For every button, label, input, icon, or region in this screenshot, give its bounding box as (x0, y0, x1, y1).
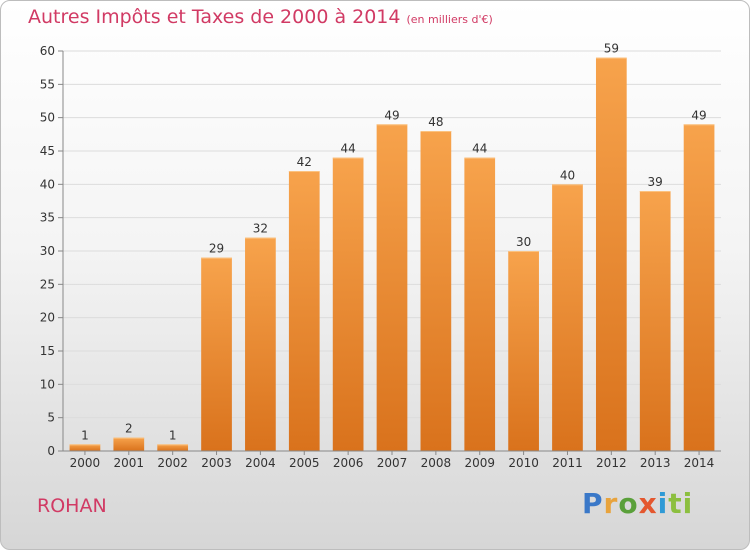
bar-value-label: 44 (472, 142, 487, 156)
bar (639, 191, 671, 451)
bar (595, 57, 627, 452)
x-tick-label: 2005 (289, 456, 320, 470)
x-tick-label: 2014 (684, 456, 715, 470)
x-tick-label: 2002 (157, 456, 188, 470)
bar (683, 124, 715, 451)
x-tick-label: 2008 (421, 456, 452, 470)
proxiti-logo: Proxiti (582, 487, 693, 520)
bar-value-label: 48 (428, 115, 443, 129)
bar-value-label: 29 (209, 242, 224, 256)
x-tick-label: 2000 (70, 456, 101, 470)
x-tick-label: 2004 (245, 456, 276, 470)
bar-value-label: 42 (297, 155, 312, 169)
y-tick-label: 45 (40, 144, 55, 158)
bar (508, 251, 539, 451)
y-tick-label: 35 (40, 211, 55, 225)
x-tick-label: 2006 (333, 456, 364, 470)
y-tick-label: 25 (40, 277, 55, 291)
x-tick-label: 2010 (508, 456, 539, 470)
bar-value-label: 1 (169, 428, 177, 442)
y-tick-label: 55 (40, 77, 55, 91)
chart-title-text: Autres Impôts et Taxes de 2000 à 2014 (28, 6, 401, 28)
bar (245, 237, 276, 451)
chart-unit-note: (en milliers d'€) (406, 13, 493, 26)
logo-letter: ti (668, 487, 694, 520)
x-tick-label: 2007 (377, 456, 408, 470)
x-tick-label: 2003 (201, 456, 232, 470)
x-tick-label: 2009 (464, 456, 495, 470)
bar (201, 257, 232, 451)
y-tick-label: 50 (40, 111, 55, 125)
bar (332, 157, 364, 451)
bar (288, 171, 320, 451)
logo-letter: x (638, 487, 658, 520)
logo-letter: P (582, 487, 604, 520)
bar-value-label: 2 (125, 422, 133, 436)
bar-value-label: 44 (340, 142, 355, 156)
logo-letter: i (657, 487, 669, 520)
bar (376, 124, 408, 451)
bar-value-label: 49 (691, 108, 706, 122)
y-tick-label: 15 (40, 344, 55, 358)
bar-value-label: 59 (604, 42, 619, 56)
y-tick-label: 20 (40, 311, 55, 325)
bar (69, 444, 101, 451)
bar-value-label: 39 (648, 175, 663, 189)
y-tick-label: 5 (47, 411, 55, 425)
bar-value-label: 30 (516, 235, 531, 249)
commune-name: ROHAN (37, 495, 107, 517)
bar (552, 184, 583, 452)
bar (157, 444, 189, 451)
bar-value-label: 40 (560, 168, 575, 182)
bar (420, 131, 452, 451)
y-tick-label: 30 (40, 244, 55, 258)
x-tick-label: 2013 (640, 456, 671, 470)
bar-value-label: 49 (384, 108, 399, 122)
y-tick-label: 40 (40, 177, 55, 191)
logo-letter: o (618, 487, 639, 520)
x-tick-label: 2001 (114, 456, 145, 470)
y-tick-label: 0 (47, 444, 55, 458)
y-tick-label: 60 (40, 44, 55, 58)
bar-value-label: 1 (81, 428, 89, 442)
chart-title: Autres Impôts et Taxes de 2000 à 2014 (en… (28, 6, 493, 28)
y-tick-label: 10 (40, 377, 55, 391)
bar (113, 437, 145, 451)
x-tick-label: 2012 (596, 456, 627, 470)
logo-letter: r (603, 487, 619, 520)
x-tick-label: 2011 (552, 456, 583, 470)
bar-value-label: 32 (253, 222, 268, 236)
bar (464, 157, 496, 451)
